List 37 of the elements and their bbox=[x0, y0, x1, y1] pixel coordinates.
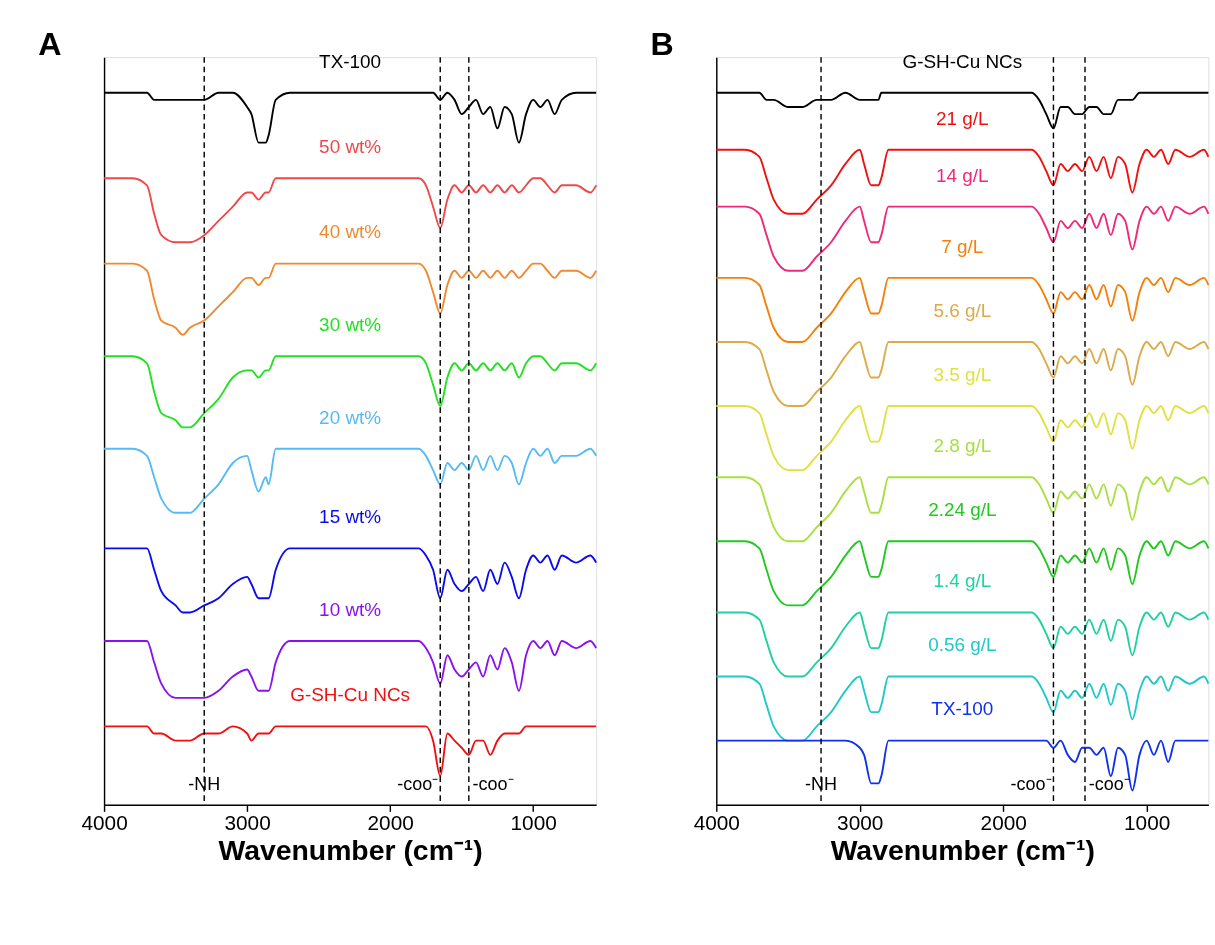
series-label: 2.24 g/L bbox=[928, 499, 997, 521]
series-label: 15 wt% bbox=[319, 506, 382, 528]
ref-line-label: -NH bbox=[188, 774, 221, 795]
ref-line-label: -coo⁻ bbox=[1088, 774, 1130, 795]
x-tick-label: 2000 bbox=[980, 810, 1027, 834]
ref-line-label: -coo⁻ bbox=[472, 774, 514, 795]
x-tick-label: 3000 bbox=[837, 810, 884, 834]
series-label: 50 wt% bbox=[319, 136, 382, 158]
series-label: 14 g/L bbox=[936, 164, 989, 186]
x-tick-label: 3000 bbox=[224, 810, 271, 834]
series-label: 20 wt% bbox=[319, 406, 382, 428]
x-tick-label: 4000 bbox=[81, 810, 128, 834]
series-label: G-SH-Cu NCs bbox=[902, 50, 1023, 72]
series-label: 0.56 g/L bbox=[928, 634, 997, 656]
series-label: 5.6 g/L bbox=[933, 299, 992, 321]
series-label: 21 g/L bbox=[936, 107, 989, 129]
x-tick-label: 1000 bbox=[510, 810, 557, 834]
series-label: G-SH-Cu NCs bbox=[290, 684, 410, 706]
series-label: 40 wt% bbox=[319, 221, 382, 243]
series-label: 3.5 g/L bbox=[933, 363, 992, 385]
x-tick-label: 2000 bbox=[367, 810, 414, 834]
x-axis-title: Wavenumber (cm⁻¹) bbox=[218, 834, 483, 867]
x-axis-title: Wavenumber (cm⁻¹) bbox=[830, 834, 1096, 867]
ref-line-label: -coo⁻ bbox=[1010, 774, 1052, 795]
chart-title: B bbox=[650, 26, 674, 63]
series-label: TX-100 bbox=[931, 698, 994, 720]
x-tick-label: 4000 bbox=[693, 810, 740, 834]
ref-line-label: -NH bbox=[805, 774, 838, 795]
ref-line-label: -coo⁻ bbox=[397, 774, 439, 795]
x-tick-label: 1000 bbox=[1124, 810, 1171, 834]
series-label: 10 wt% bbox=[319, 598, 382, 620]
series-label: 2.8 g/L bbox=[933, 435, 992, 457]
series-label: 7 g/L bbox=[941, 235, 984, 257]
series-label: TX-100 bbox=[319, 50, 382, 72]
series-label: 30 wt% bbox=[319, 314, 382, 336]
series-label: 1.4 g/L bbox=[933, 570, 992, 592]
chart-title: A bbox=[38, 26, 62, 63]
